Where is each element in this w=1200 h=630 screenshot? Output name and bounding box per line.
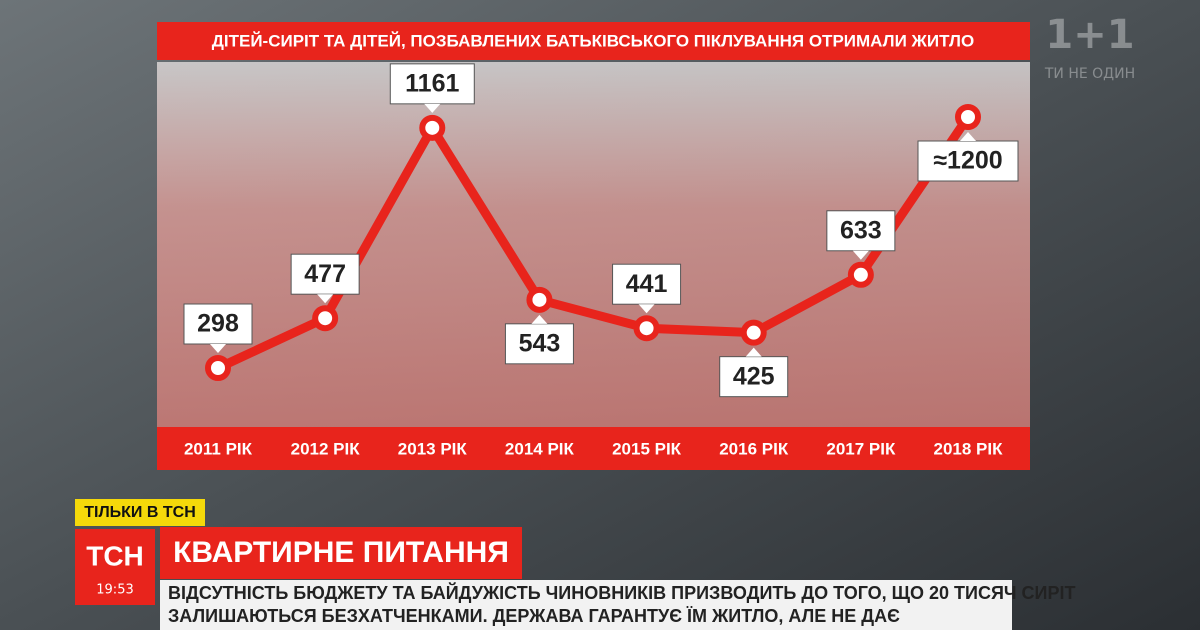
label-pointer [210,344,226,353]
channel-box [75,529,155,605]
label-box [389,63,475,105]
point [526,286,553,313]
label-pointer [317,294,334,304]
category-bar [157,427,1030,470]
slogan: ТИ НЕ ОДИН [1044,66,1135,82]
x-tick-label: 2017 РІК [826,439,896,458]
point [633,315,660,342]
badge-bg [75,499,205,526]
data-label: 633 [840,216,882,244]
point [955,104,981,130]
data-label: 477 [304,260,346,288]
headline-bg [160,527,522,579]
x-tick-label: 2015 РІК [612,439,682,458]
chart-panel [157,62,1030,427]
label-box [612,263,682,305]
point [205,355,231,381]
data-label: 441 [626,270,668,298]
label-box [917,140,1019,182]
plot: 2011 РІК 2012 РІК 2013 РІК 2014 РІК 2015 РІК… [183,63,1019,458]
label-box [504,323,574,365]
data-label: 425 [733,362,775,390]
point [419,114,446,141]
label-pointer [424,103,441,113]
data-label: 298 [197,310,239,338]
label-pointer [745,347,762,357]
x-tick-label: 2018 РІК [934,439,1004,458]
label-box [826,210,896,252]
chart-title: ДІТЕЙ-СИРІТ ТА ДІТЕЙ, ПОЗБАВЛЕНИХ БАТЬКІ… [212,31,974,50]
x-tick-label: 2013 РІК [398,439,468,458]
data-label: ≈1200 [933,147,1002,175]
x-tick-label: 2012 РІК [291,439,361,458]
label-pointer [960,132,976,141]
point [847,261,874,288]
label-pointer [852,250,869,260]
badge: ТІЛЬКИ В ТСН [84,504,196,521]
channel: ТСН [86,540,144,571]
data-label: 1161 [405,69,459,97]
label-pointer [531,314,548,324]
x-tick-label: 2016 РІК [719,439,789,458]
time: 19:53 [96,583,133,598]
ticker-line: ЗАЛИШАЮТЬСЯ БЕЗХАТЧЕНКАМИ. ДЕРЖАВА ГАРАН… [168,606,900,626]
point [312,305,339,332]
label-pointer [638,304,655,314]
label-box [183,303,253,345]
label-box [719,356,789,398]
x-tick-label: 2014 РІК [505,439,575,458]
point [740,319,767,346]
headline: КВАРТИРНЕ ПИТАННЯ [173,536,509,569]
data-label: 543 [519,329,561,357]
logo: 1+1 [1045,12,1134,58]
ticker-line: ВІДСУТНІСТЬ БЮДЖЕТУ ТА БАЙДУЖІСТЬ ЧИНОВН… [168,582,1076,603]
ticker-bg [160,580,1012,630]
title-bar [157,22,1030,60]
x-tick-label: 2011 РІК [184,439,253,458]
